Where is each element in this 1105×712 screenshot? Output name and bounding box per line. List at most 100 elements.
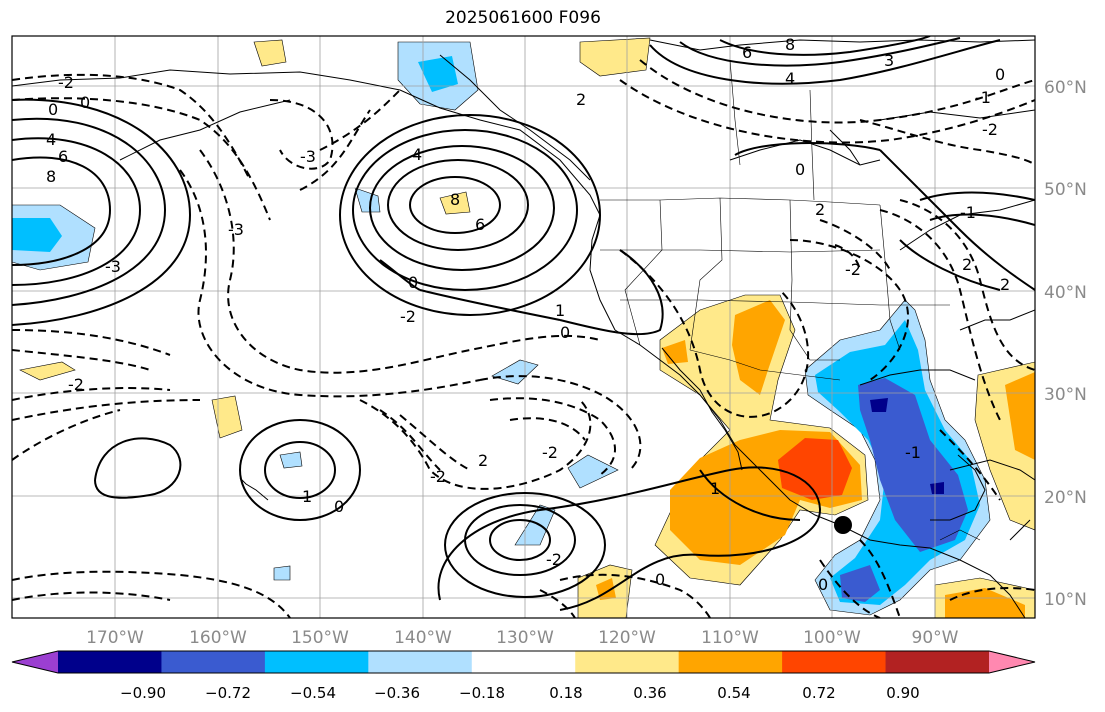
contour-label: 0	[80, 93, 90, 112]
colorbar-tick-label: −0.72	[205, 684, 251, 702]
contour-label: 8	[46, 167, 56, 186]
lon-label: 110°W	[701, 628, 759, 648]
contour-label: -1	[905, 443, 921, 462]
contour-label: 1	[302, 487, 312, 506]
borders	[600, 59, 981, 541]
shade-blue-small-6	[273, 565, 291, 581]
contour-label: -3	[105, 257, 121, 276]
contour-label: 2	[576, 90, 586, 109]
colorbar-swatch	[264, 651, 369, 673]
shade-red-mexico	[778, 438, 852, 500]
contour-label: 0	[818, 575, 828, 594]
coastlines	[12, 39, 1035, 618]
contour-label: 4	[785, 69, 795, 88]
contour-label: 4	[412, 145, 422, 164]
shade-orange-east	[1005, 372, 1035, 460]
lat-label: 20°N	[1044, 488, 1087, 508]
colorbar-tick-label: 0.72	[802, 684, 835, 702]
shade-blue-west	[12, 218, 62, 252]
lon-label: 140°W	[394, 628, 452, 648]
colorbar-outline	[11, 650, 1036, 674]
shade-yellow-small-4	[211, 395, 243, 439]
location-marker	[834, 516, 852, 534]
map-frame	[11, 35, 1036, 619]
colorbar-tick-label: 0.18	[549, 684, 582, 702]
colorbar-tick-labels: −0.90 −0.72 −0.54 −0.36 −0.18 0.18 0.36 …	[120, 684, 920, 702]
contour-label: 8	[785, 35, 795, 54]
contour-label: 6	[742, 43, 752, 62]
contour-label: -2	[430, 467, 446, 486]
shade-blue-mid-gulf	[858, 378, 968, 552]
contour-label: 6	[58, 147, 68, 166]
colorbar: −0.90 −0.72 −0.54 −0.36 −0.18 0.18 0.36 …	[11, 650, 1036, 702]
shade-yellow-small-1	[253, 39, 287, 67]
lon-label: 100°W	[803, 628, 861, 648]
colorbar-tick-label: −0.18	[459, 684, 505, 702]
contour-label: -2	[400, 307, 416, 326]
contour-label: -2	[68, 375, 84, 394]
colorbar-tick-label: −0.90	[120, 684, 166, 702]
contour-label: 2	[815, 200, 825, 219]
shade-yellow-small-5	[439, 191, 471, 215]
contour-label: -2	[58, 73, 74, 92]
colorbar-swatch	[368, 651, 473, 673]
contour-label: 0	[655, 570, 665, 589]
lat-label: 40°N	[1044, 283, 1087, 303]
contour-label: 4	[46, 130, 56, 149]
shade-navy-1	[870, 398, 888, 412]
colorbar-tick-label: 0.90	[886, 684, 919, 702]
lon-label: 130°W	[496, 628, 554, 648]
colorbar-swatch	[471, 651, 576, 673]
contour-label: -2	[546, 550, 562, 569]
contour-label: -2	[982, 120, 998, 139]
contours-dashed	[12, 59, 1035, 618]
colorbar-extend-low	[12, 651, 58, 673]
shade-orange-mexico	[732, 300, 785, 395]
shade-navy-2	[930, 482, 944, 494]
lon-axis-labels: 170°W 160°W 150°W 140°W 130°W 120°W 110°…	[86, 628, 959, 648]
lon-label: 150°W	[291, 628, 349, 648]
contour-label: -3	[228, 220, 244, 239]
contour-label: -1	[960, 203, 976, 222]
lon-label: 160°W	[189, 628, 247, 648]
shade-yellow-small-3	[19, 361, 76, 381]
colorbar-swatch	[58, 651, 162, 673]
map-panel: -2 0 0 4 6 8 -3 -2 -3 4 6 8 -3 1 0 -2 0 …	[12, 35, 1035, 618]
lon-label: 90°W	[912, 628, 959, 648]
lat-label: 30°N	[1044, 385, 1087, 405]
colorbar-swatch	[575, 651, 680, 673]
shade-yellow-small-2	[579, 37, 651, 77]
shade-blue-small-3	[279, 451, 303, 469]
colorbar-extend-high	[989, 651, 1035, 673]
contour-label: 3	[884, 51, 894, 70]
shade-orange-small-7	[662, 340, 688, 364]
lat-axis-labels: 60°N 50°N 40°N 30°N 20°N 10°N	[1044, 78, 1087, 610]
contour-label: -2	[845, 260, 861, 279]
contour-label: -3	[300, 147, 316, 166]
contour-label: 0	[48, 100, 58, 119]
colorbar-swatch	[678, 651, 783, 673]
contour-label: 6	[475, 215, 485, 234]
contour-label: 0	[795, 160, 805, 179]
lat-label: 50°N	[1044, 180, 1087, 200]
shade-blue-small-1	[354, 187, 381, 213]
colorbar-tick-label: 0.36	[633, 684, 666, 702]
contour-label: 0	[560, 323, 570, 342]
lat-label: 10°N	[1044, 590, 1087, 610]
contour-label: 2	[478, 451, 488, 470]
shade-blue-mid-pacific	[840, 565, 880, 602]
contour-label: 2	[1000, 275, 1010, 294]
shade-blue-small-4	[567, 454, 619, 489]
shade-blue-alaska	[418, 56, 458, 92]
colorbar-tick-label: −0.54	[290, 684, 336, 702]
contour-label: -1	[975, 88, 991, 107]
colorbar-swatch	[885, 651, 990, 673]
colorbar-tick-label: 0.54	[717, 684, 750, 702]
contour-label: 2	[962, 255, 972, 274]
colorbar-swatch	[161, 651, 266, 673]
contour-label: 1	[555, 301, 565, 320]
contour-label: 0	[334, 497, 344, 516]
contour-label: 0	[408, 273, 418, 292]
colorbar-tick-label: −0.36	[374, 684, 420, 702]
